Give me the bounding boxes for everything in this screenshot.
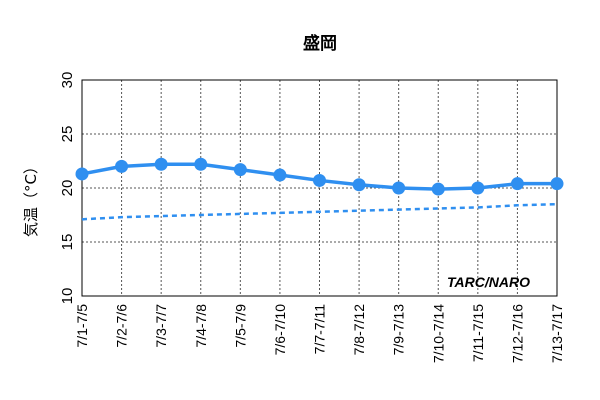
x-tick-label: 7/11-7/15 [470,304,486,362]
data-point [550,177,564,191]
x-tick-label: 7/7-7/11 [312,304,328,355]
data-point [273,168,287,182]
data-point [233,163,247,177]
x-tick-label: 7/4-7/8 [193,304,209,348]
y-axis-ticks: 10 15 20 25 30 [59,72,76,305]
x-tick-label: 7/8-7/12 [351,304,367,356]
series-line-dashed [81,202,558,221]
data-point [154,157,168,171]
data-point [392,181,406,195]
x-tick-label: 7/3-7/7 [153,304,169,348]
data-point [431,182,445,196]
x-tick-label: 7/13-7/17 [549,304,565,363]
y-tick-label: 10 [59,288,76,305]
data-point [352,178,366,192]
source-annotation: TARC/NARO [447,274,530,290]
y-tick-label: 15 [59,234,76,251]
x-axis-ticks: 7/1-7/5 7/2-7/6 7/3-7/7 7/4-7/8 7/5-7/9 7/6-7… [74,304,565,363]
x-tick-label: 7/2-7/6 [114,304,130,348]
data-point [313,173,326,187]
x-tick-label: 7/12-7/16 [509,304,525,363]
x-tick-label: 7/6-7/10 [272,304,288,356]
data-point [115,159,129,173]
y-axis-label: 気温（°C） [22,159,40,237]
data-point [510,177,524,191]
x-tick-label: 7/9-7/13 [391,304,407,356]
y-tick-label: 25 [59,126,76,143]
x-tick-label: 7/1-7/5 [74,304,90,348]
series-group [75,157,564,221]
x-tick-label: 7/5-7/9 [232,304,248,348]
y-tick-label: 30 [59,72,76,89]
grid-lines [82,80,557,296]
y-tick-label: 20 [59,180,76,197]
chart-title: 盛岡 [303,33,337,54]
data-point [471,181,485,195]
data-point [75,167,89,181]
data-point [194,157,208,171]
x-tick-label: 7/10-7/14 [430,304,446,363]
